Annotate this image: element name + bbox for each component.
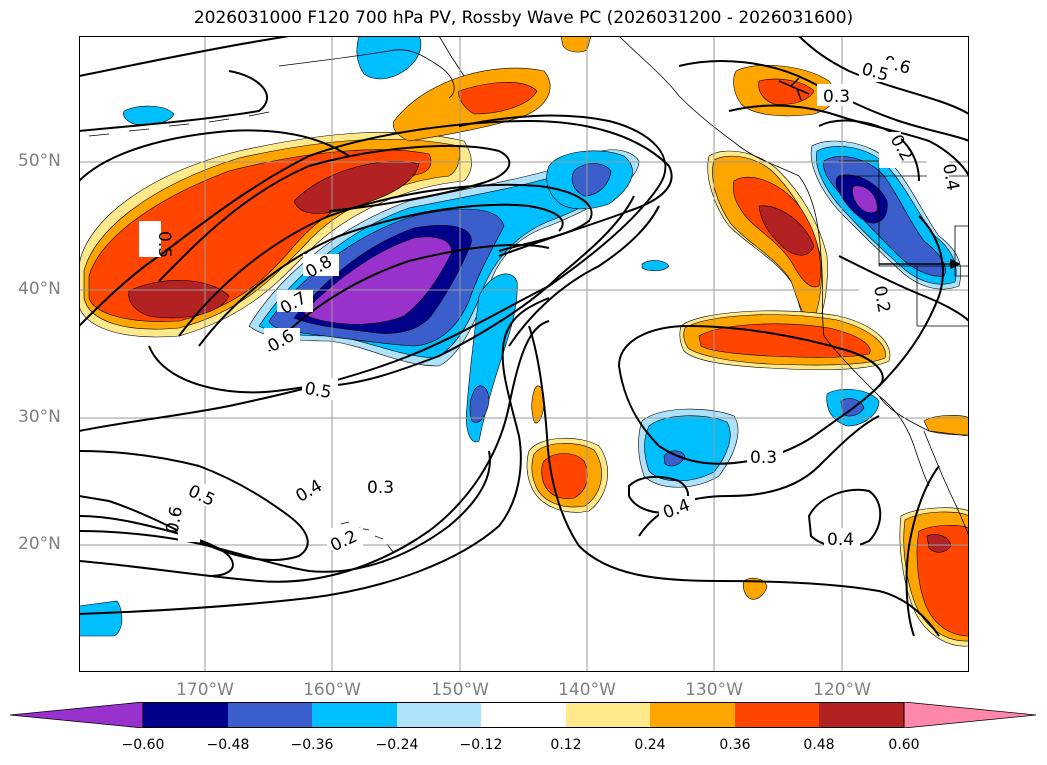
aleutian-islands bbox=[88, 111, 270, 137]
colorbar-tick: 0.12 bbox=[550, 737, 582, 753]
island-hawaii bbox=[340, 521, 394, 553]
map-canvas: 0.6 0.5 0.3 0.5 0.8 0.7 0.6 0.5 0.5 0.6 bbox=[79, 36, 969, 672]
contour-label: 0.3 bbox=[367, 478, 394, 498]
contour-line bbox=[618, 365, 815, 465]
colorbar-tick: 0.48 bbox=[803, 737, 835, 753]
lon-label-120w: 120°W bbox=[813, 680, 871, 700]
colorbar-segment-max bbox=[903, 701, 1037, 729]
colorbar-tick: −0.36 bbox=[290, 737, 334, 753]
contour-label: 0.5 bbox=[154, 231, 174, 258]
colorbar-segment bbox=[481, 702, 566, 728]
shade-topleft-blue bbox=[356, 36, 422, 80]
colorbar-tick: 0.36 bbox=[719, 737, 751, 753]
contour-line bbox=[268, 243, 550, 352]
shade-coast-blue-core bbox=[852, 185, 878, 214]
contour-line bbox=[79, 114, 667, 432]
contour-label: 0.3 bbox=[823, 87, 850, 107]
contour-line bbox=[79, 320, 550, 583]
map-panel: 0.6 0.5 0.3 0.5 0.8 0.7 0.6 0.5 0.5 0.6 bbox=[79, 36, 969, 672]
lon-label-160w: 160°W bbox=[303, 680, 361, 700]
shade-small-orange-right bbox=[923, 415, 969, 436]
colorbar-segment bbox=[735, 702, 819, 728]
map-frame bbox=[79, 36, 969, 672]
shade-right-orange-core bbox=[926, 534, 952, 553]
lat-label-40n: 40°N bbox=[18, 279, 61, 299]
shade-small-orange-15n bbox=[742, 577, 768, 600]
shade-band37-inner bbox=[698, 323, 871, 358]
gridlines bbox=[79, 36, 969, 672]
coastline-baja bbox=[878, 395, 930, 487]
colorbar bbox=[9, 701, 1037, 729]
lon-label-150w: 150°W bbox=[431, 680, 489, 700]
contour-line bbox=[79, 129, 350, 182]
lon-label-130w: 130°W bbox=[685, 680, 743, 700]
contour-line bbox=[178, 183, 593, 337]
contour-line bbox=[838, 255, 969, 322]
contour-line bbox=[728, 104, 969, 177]
lat-label-20n: 20°N bbox=[18, 534, 61, 554]
colorbar-tick: −0.60 bbox=[121, 737, 165, 753]
contour-label: 0.2 bbox=[869, 284, 893, 314]
contour-line bbox=[79, 297, 550, 615]
contour-line bbox=[798, 36, 969, 115]
contour-line bbox=[905, 465, 940, 637]
contour-line bbox=[79, 450, 491, 573]
shade-coast-positive-core bbox=[758, 205, 815, 256]
contour-label: 0.3 bbox=[750, 448, 777, 468]
shade-orange-subtropic-inner bbox=[541, 453, 588, 499]
coastlines bbox=[88, 36, 969, 553]
lat-label-50n: 50°N bbox=[18, 151, 61, 171]
border-wa-or bbox=[839, 160, 969, 267]
shade-blue-bottom-left bbox=[79, 600, 123, 637]
coastline-mexico bbox=[923, 430, 969, 537]
colorbar-tick: 0.60 bbox=[888, 737, 920, 753]
contour-label: 0.5 bbox=[303, 379, 333, 403]
contour-line bbox=[508, 205, 660, 347]
contour-line bbox=[618, 324, 884, 387]
lon-label-140w: 140°W bbox=[558, 680, 616, 700]
colorbar-segment bbox=[819, 702, 904, 728]
map-title: 2026031000 F120 700 hPa PV, Rossby Wave … bbox=[193, 8, 854, 28]
colorbar-tick: −0.48 bbox=[206, 737, 250, 753]
shade-np-positive-core bbox=[293, 161, 420, 214]
shade-blue-upper-right-mid bbox=[571, 163, 612, 197]
contour-label: 0.4 bbox=[938, 162, 962, 192]
arrow-marker bbox=[879, 258, 961, 270]
colorbar-svg bbox=[9, 701, 1037, 729]
colorbar-segment bbox=[312, 702, 397, 728]
colorbar-tick: −0.12 bbox=[459, 737, 503, 753]
contour-line bbox=[79, 70, 269, 132]
colorbar-segment bbox=[397, 702, 481, 728]
barb-marker bbox=[778, 77, 810, 101]
contour-line bbox=[79, 119, 673, 327]
contour-line bbox=[818, 119, 920, 182]
lat-label-30n: 30°N bbox=[18, 407, 61, 427]
contour-label: 0.4 bbox=[827, 530, 854, 550]
contour-line bbox=[528, 325, 940, 637]
colorbar-segment bbox=[650, 702, 735, 728]
contour-label: 0.6 bbox=[163, 505, 187, 535]
colorbar-segment-min bbox=[9, 701, 144, 729]
contour-line bbox=[148, 195, 635, 394]
contour-line bbox=[158, 145, 511, 282]
colorbar-tick: −0.24 bbox=[375, 737, 419, 753]
border-nv bbox=[916, 266, 969, 327]
colorbar-tick: 0.24 bbox=[634, 737, 666, 753]
border-id bbox=[954, 225, 969, 277]
colorbar-segment bbox=[143, 702, 228, 728]
shade-small-orange-center bbox=[531, 385, 545, 424]
contour-line bbox=[198, 203, 564, 347]
colorbar-segment bbox=[228, 702, 312, 728]
shade-upper-positive-inner bbox=[458, 82, 538, 115]
contour-line bbox=[813, 215, 944, 437]
colorbar-segment bbox=[566, 702, 650, 728]
shade-small-blue-center bbox=[641, 260, 670, 272]
shaded-regions bbox=[79, 36, 969, 647]
coastline-us-west bbox=[798, 175, 969, 437]
contour-line bbox=[79, 36, 290, 77]
lon-label-170w: 170°W bbox=[176, 680, 234, 700]
shade-right-orange-inner bbox=[916, 525, 969, 637]
